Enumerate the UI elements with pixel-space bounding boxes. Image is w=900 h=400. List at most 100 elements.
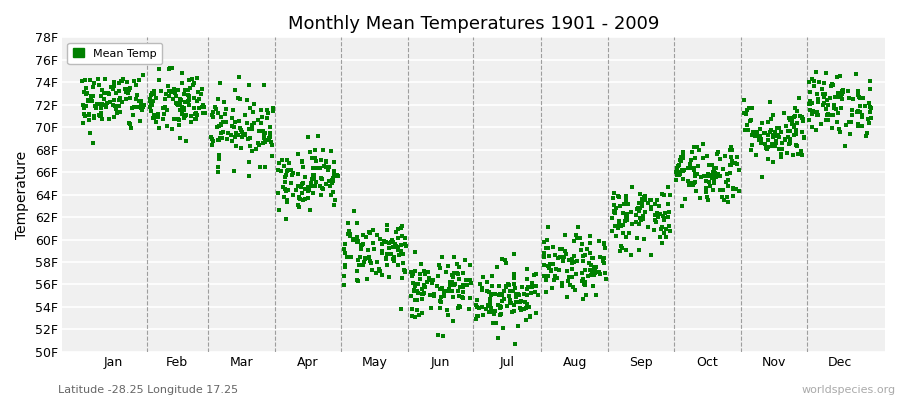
Point	[608, 222, 622, 229]
Point	[127, 78, 141, 84]
Point	[528, 310, 543, 316]
Point	[325, 177, 339, 183]
Point	[112, 103, 127, 110]
Point	[494, 256, 508, 262]
Point	[628, 212, 643, 218]
Point	[655, 240, 670, 246]
Point	[327, 202, 341, 208]
Point	[75, 78, 89, 84]
Point	[716, 197, 731, 204]
Point	[185, 82, 200, 88]
Point	[365, 267, 380, 273]
Point	[447, 281, 462, 288]
Point	[608, 205, 623, 211]
Point	[247, 101, 261, 107]
Point	[830, 74, 844, 80]
Point	[575, 295, 590, 302]
Point	[674, 158, 688, 164]
Point	[778, 136, 792, 142]
Point	[587, 272, 601, 278]
Point	[725, 158, 740, 164]
Point	[320, 158, 334, 165]
Point	[786, 152, 800, 159]
Point	[208, 104, 222, 110]
Point	[350, 256, 365, 263]
Point	[507, 280, 521, 287]
Point	[338, 262, 352, 269]
Point	[711, 170, 725, 177]
Point	[503, 287, 517, 294]
Point	[618, 234, 633, 240]
Point	[280, 199, 294, 206]
Point	[306, 172, 320, 178]
Point	[450, 270, 464, 277]
Point	[124, 124, 139, 131]
Point	[636, 194, 651, 200]
Point	[361, 247, 375, 253]
Point	[749, 129, 763, 136]
Point	[827, 104, 842, 111]
Point	[491, 301, 505, 308]
Point	[850, 120, 865, 127]
Point	[190, 98, 204, 104]
Point	[213, 130, 228, 136]
Point	[418, 284, 433, 290]
Point	[789, 130, 804, 136]
Point	[245, 126, 259, 132]
Point	[470, 297, 484, 303]
Point	[540, 273, 554, 280]
Point	[236, 130, 250, 137]
Point	[770, 132, 785, 138]
Point	[856, 95, 870, 101]
Point	[766, 112, 780, 118]
Point	[575, 276, 590, 282]
Point	[592, 271, 607, 278]
Point	[77, 105, 92, 111]
Point	[182, 101, 196, 108]
Point	[445, 272, 459, 278]
Point	[796, 118, 811, 124]
Point	[213, 122, 228, 128]
Point	[576, 258, 590, 264]
Point	[525, 279, 539, 286]
Point	[721, 198, 735, 205]
Point	[558, 232, 572, 238]
Point	[690, 163, 705, 170]
Point	[189, 110, 203, 116]
Point	[257, 130, 272, 137]
Point	[254, 106, 268, 113]
Point	[758, 141, 772, 147]
Point	[789, 108, 804, 114]
Point	[274, 168, 288, 174]
Point	[255, 114, 269, 120]
Point	[702, 172, 716, 178]
Point	[192, 105, 206, 112]
Point	[413, 275, 428, 282]
Point	[582, 250, 597, 256]
Point	[408, 268, 422, 274]
Point	[257, 132, 272, 139]
Point	[431, 332, 446, 338]
Point	[425, 280, 439, 286]
Point	[406, 279, 420, 286]
Point	[538, 245, 553, 252]
Point	[358, 234, 373, 240]
Point	[753, 140, 768, 146]
Point	[118, 86, 132, 92]
Point	[607, 209, 621, 215]
Point	[374, 236, 388, 242]
Point	[610, 225, 625, 232]
Point	[850, 92, 865, 98]
Point	[663, 192, 678, 198]
Point	[158, 104, 172, 111]
Point	[675, 203, 689, 209]
Point	[158, 91, 173, 97]
Point	[726, 185, 741, 192]
Point	[619, 215, 634, 222]
Point	[556, 258, 571, 264]
Point	[176, 104, 190, 110]
Point	[476, 312, 491, 318]
Point	[841, 88, 855, 94]
Point	[844, 118, 859, 125]
Point	[612, 218, 626, 224]
